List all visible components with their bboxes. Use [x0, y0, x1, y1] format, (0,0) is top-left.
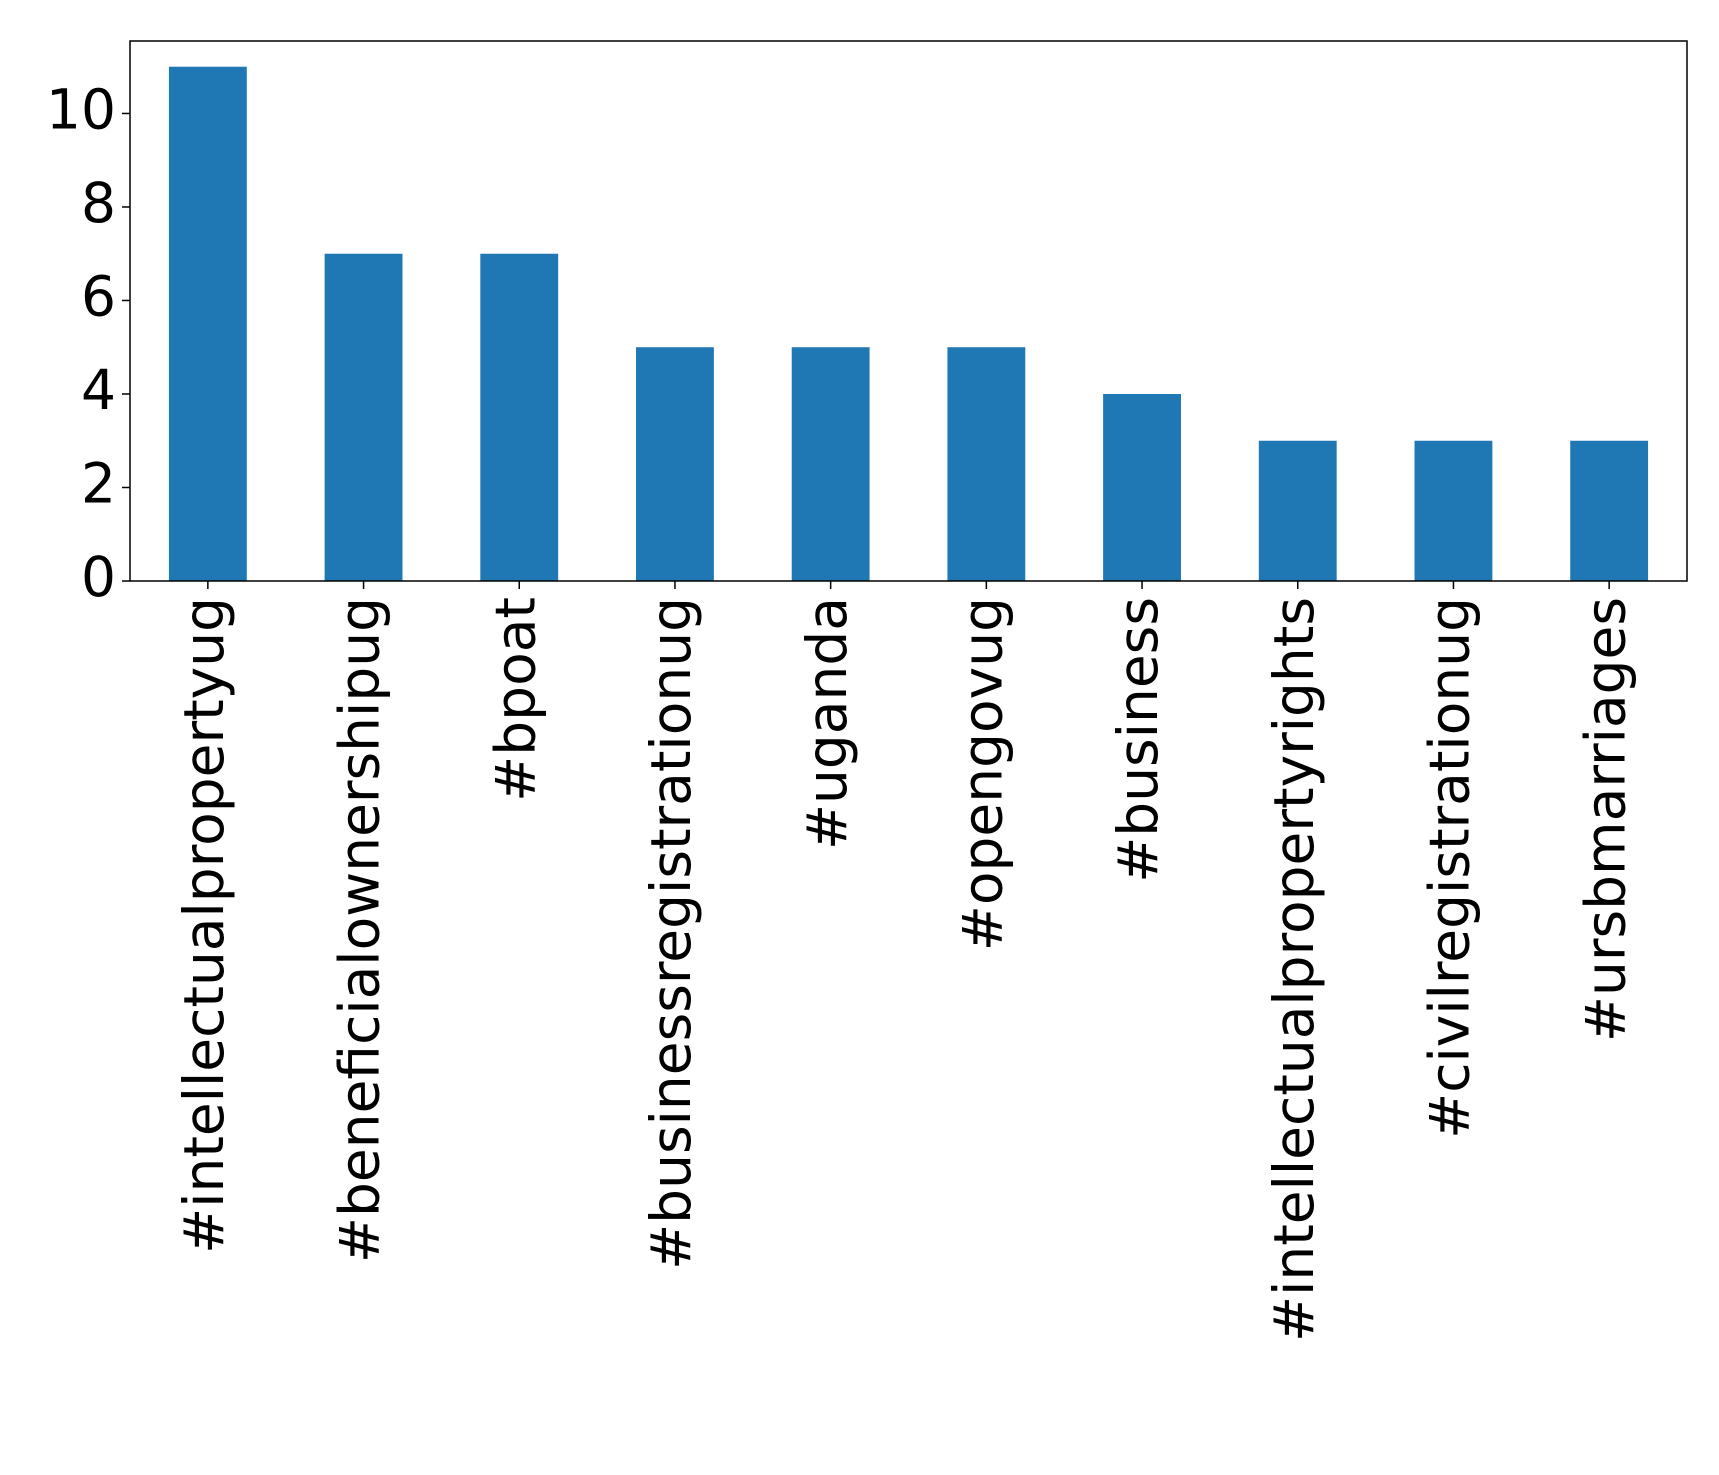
bar [324, 253, 403, 581]
bar [480, 253, 559, 581]
x-tick-label: #intellectualpropertyug [172, 597, 236, 1254]
bar [1570, 440, 1649, 581]
bar [947, 347, 1026, 581]
y-tick-label: 4 [81, 358, 116, 422]
bar [791, 347, 870, 581]
x-tick-label: #business [1106, 597, 1170, 883]
y-tick-label: 10 [46, 78, 116, 142]
y-tick-label: 0 [81, 545, 116, 609]
bar [1103, 393, 1181, 581]
x-tick-label: #businessregistrationug [639, 597, 703, 1270]
x-tick-label: #ursbmarriages [1573, 597, 1637, 1042]
x-tick-label: #civilregistrationug [1418, 597, 1482, 1139]
y-tick-label: 6 [81, 265, 116, 329]
x-tick-label: #beneficialownershipug [328, 597, 392, 1263]
bar [168, 66, 247, 581]
x-tick-label: #bpoat [483, 597, 547, 802]
y-tick-label: 2 [81, 452, 116, 516]
bar [636, 347, 714, 581]
plot-frame [129, 40, 1688, 582]
y-tick-label: 8 [81, 171, 116, 235]
bar [1258, 440, 1337, 581]
x-tick-label: #uganda [795, 597, 859, 850]
x-tick-label: #intellectualpropertyrights [1262, 597, 1326, 1342]
bar [1414, 440, 1493, 581]
x-tick-label: #opengovug [950, 597, 1014, 951]
